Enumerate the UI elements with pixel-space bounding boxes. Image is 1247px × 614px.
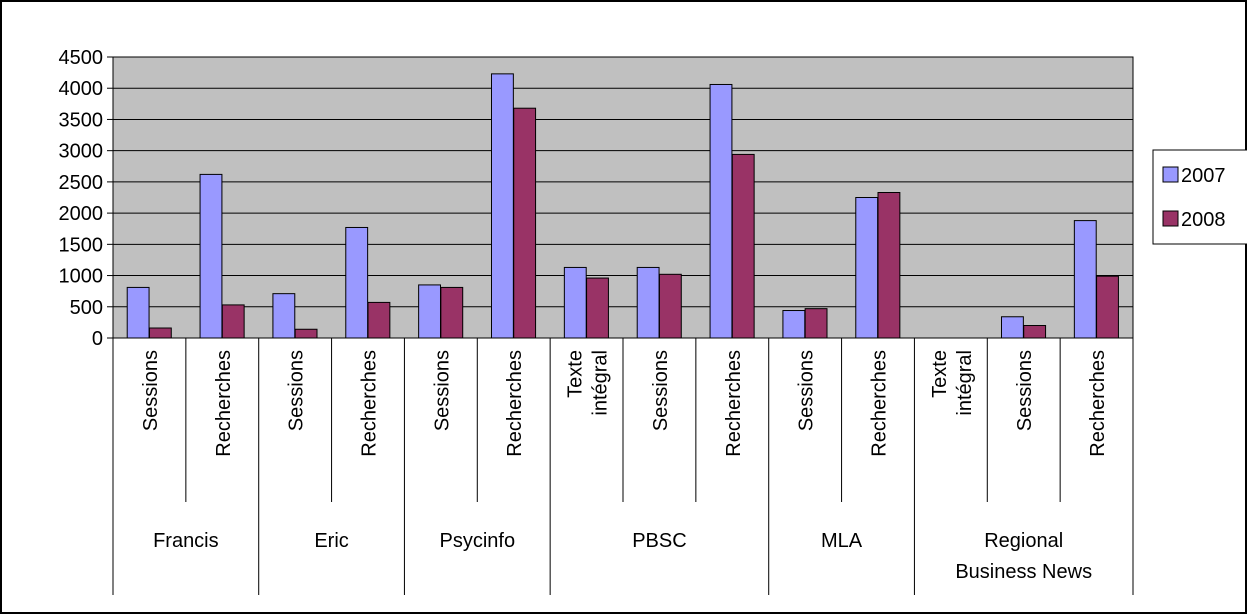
legend-box: [1152, 149, 1247, 245]
category-label: intégral: [590, 350, 612, 416]
y-tick-label: 3000: [59, 141, 104, 163]
bar-2007: [345, 226, 369, 339]
bar-2007: [418, 284, 441, 339]
legend-label: 2008: [1181, 209, 1226, 231]
bar-2007: [199, 173, 223, 339]
bar-2007: [782, 310, 806, 339]
bar-2008: [1096, 275, 1119, 339]
bar-2008: [877, 192, 901, 339]
y-tick-label: 1000: [59, 266, 104, 288]
bar-2007: [636, 266, 660, 339]
category-label: Recherches: [213, 350, 235, 457]
y-tick-label: 0: [92, 328, 103, 350]
bar-2007: [490, 73, 514, 339]
bar-2008: [294, 328, 318, 339]
bar-2007: [272, 293, 296, 339]
bar-2007: [855, 197, 879, 339]
bar-2007: [563, 266, 587, 339]
y-tick-label: 500: [70, 297, 103, 319]
category-label: intégral: [954, 350, 976, 416]
category-label: Recherches: [359, 350, 381, 457]
bar-2008: [148, 327, 172, 339]
category-label: Recherches: [723, 350, 745, 457]
category-label: Recherches: [504, 350, 526, 457]
category-label: Sessions: [140, 350, 162, 431]
bar-2008: [367, 301, 391, 339]
group-label: Francis: [153, 530, 219, 552]
category-label: Sessions: [650, 350, 672, 431]
group-label: PBSC: [632, 530, 686, 552]
bar-2007: [126, 286, 150, 339]
group-label: MLA: [821, 530, 863, 552]
y-tick-label: 2000: [59, 203, 104, 225]
legend-swatch: [1162, 210, 1179, 227]
category-label: Recherches: [869, 350, 891, 457]
category-label: Sessions: [796, 350, 818, 431]
category-label: Recherches: [1087, 350, 1109, 457]
y-tick-label: 2500: [59, 172, 104, 194]
category-label: Texte: [565, 350, 587, 398]
y-tick-label: 4000: [59, 78, 104, 100]
y-axis: 0 500 1000 1500 2000 2500 3000 3500 4000 4500: [59, 47, 114, 350]
y-tick-label: 1500: [59, 234, 104, 256]
bar-2007: [1073, 220, 1097, 339]
plot-area: [112, 56, 1134, 339]
bar-2008: [513, 107, 537, 339]
category-label: Sessions: [1014, 350, 1036, 431]
bar-2008: [731, 153, 755, 339]
y-tick-label: 4500: [59, 47, 104, 69]
category-label: Texte: [929, 350, 951, 398]
group-label: Psycinfo: [439, 530, 515, 552]
bar-2008: [1023, 325, 1047, 339]
group-label: Eric: [314, 530, 348, 552]
bar-2008: [440, 286, 464, 339]
legend-swatch: [1162, 166, 1179, 183]
bar-2008: [658, 273, 682, 339]
category-label: Sessions: [431, 350, 453, 431]
category-label: Sessions: [286, 350, 308, 431]
bars: [113, 73, 1133, 339]
bar-2008: [804, 308, 828, 339]
y-tick-label: 3500: [59, 109, 104, 131]
bar-2007: [1000, 316, 1024, 339]
group-label: Business News: [955, 561, 1092, 583]
x-axis: Sessions Recherches Sessions Recherches Sess…: [112, 338, 1134, 595]
group-label: Regional: [984, 530, 1063, 552]
bar-2008: [586, 277, 609, 339]
bar-2007: [709, 83, 733, 339]
bar-2008: [221, 304, 245, 339]
legend: 2007 2008: [1152, 149, 1247, 245]
legend-label: 2007: [1181, 165, 1226, 187]
